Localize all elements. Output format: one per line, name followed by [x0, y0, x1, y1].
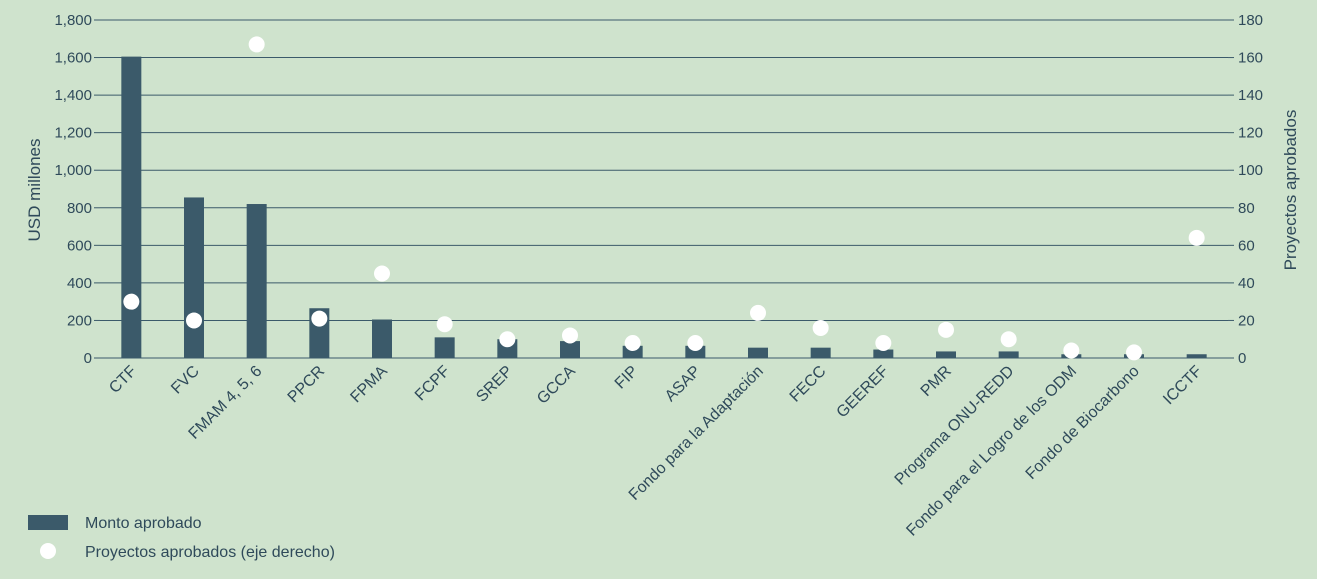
point	[687, 334, 704, 351]
points	[123, 36, 1205, 361]
point	[624, 334, 641, 351]
y2-tick-label: 40	[1238, 275, 1255, 292]
point	[812, 319, 829, 336]
y2-tick-label: 180	[1238, 12, 1263, 29]
legend-point-swatch	[40, 543, 56, 559]
point	[499, 331, 516, 348]
bar	[372, 319, 392, 358]
legend-bar-label: Monto aprobado	[85, 515, 202, 532]
y2-tick-label: 20	[1238, 312, 1255, 329]
right-axis-ticks: 0 20 40 60 80 100 120 140 160 180	[1238, 12, 1263, 367]
bar	[748, 347, 768, 358]
y-tick-label: 200	[67, 312, 92, 329]
bar	[184, 197, 204, 358]
y2-tick-label: 100	[1238, 162, 1263, 179]
y-tick-label: 1,600	[54, 50, 92, 67]
bar	[560, 341, 580, 358]
point	[938, 321, 954, 338]
point	[123, 293, 140, 310]
point	[186, 312, 202, 329]
y-tick-label: 0	[84, 350, 92, 367]
point	[562, 327, 578, 344]
legend-point-label: Proyectos aprobados (eje derecho)	[85, 544, 335, 561]
point	[875, 334, 892, 351]
y-tick-label: 800	[67, 200, 92, 217]
y-tick-label: 1,400	[54, 87, 92, 104]
bar	[810, 347, 831, 358]
point	[750, 304, 766, 321]
point	[248, 36, 265, 53]
y-tick-label: 600	[67, 237, 92, 254]
y2-tick-label: 140	[1238, 87, 1263, 104]
point	[436, 316, 453, 333]
y2-tick-label: 0	[1238, 350, 1246, 367]
point	[311, 310, 328, 327]
y-tick-label: 400	[67, 275, 92, 292]
bar	[121, 56, 142, 358]
y-axis-title: USD millones	[25, 139, 44, 242]
y2-tick-label: 80	[1238, 200, 1255, 217]
left-axis-ticks: 0 200 400 600 800 1,000 1,200 1,400 1,600 1,800	[54, 12, 92, 367]
y-tick-label: 1,000	[54, 162, 92, 179]
bar	[873, 349, 894, 358]
bar	[998, 351, 1019, 358]
gridlines	[94, 19, 1234, 359]
point	[1000, 331, 1017, 348]
legend: Monto aprobado Proyectos aprobados (eje …	[28, 515, 335, 561]
y2-axis-title: Proyectos aprobados	[1281, 110, 1300, 271]
bar	[1186, 354, 1207, 358]
point	[374, 265, 390, 282]
bar	[936, 351, 956, 358]
y2-tick-label: 120	[1238, 125, 1263, 142]
point	[1126, 344, 1142, 361]
bar	[434, 337, 455, 358]
legend-bar-swatch	[28, 515, 68, 530]
y-tick-label: 1,200	[54, 125, 92, 142]
point	[1063, 342, 1080, 359]
point	[1188, 229, 1205, 246]
y2-tick-label: 60	[1238, 237, 1255, 254]
y2-tick-label: 160	[1238, 50, 1263, 67]
y-tick-label: 1,800	[54, 12, 92, 29]
bar	[246, 204, 267, 358]
